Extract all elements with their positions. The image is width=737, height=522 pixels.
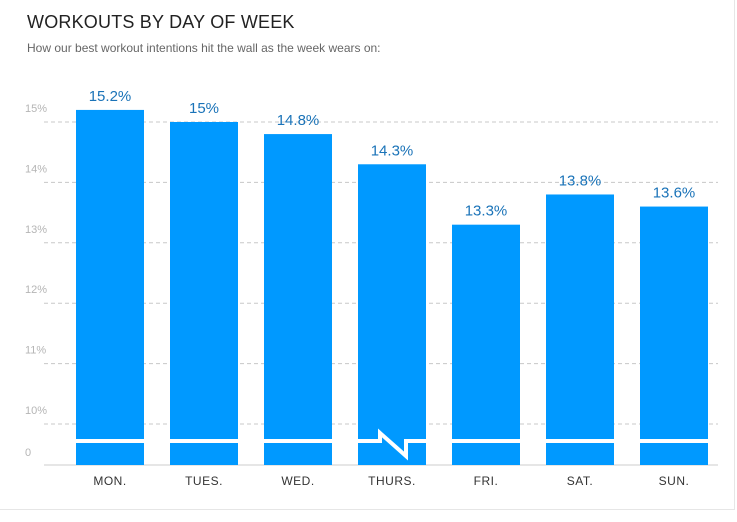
y-tick-label: 13% <box>25 224 47 236</box>
data-label: 15% <box>189 100 219 117</box>
x-tick-label: TUES. <box>185 474 223 488</box>
y-tick-label: 0 <box>25 447 31 459</box>
data-label: 15.2% <box>89 88 132 105</box>
bar <box>264 134 332 465</box>
data-label: 13.3% <box>465 203 508 220</box>
x-tick-label: MON. <box>93 474 126 488</box>
y-tick-label: 12% <box>25 284 47 296</box>
data-label: 13.6% <box>653 185 696 202</box>
data-label: 14.8% <box>277 112 320 129</box>
y-tick-label: 11% <box>25 345 46 357</box>
data-label: 13.8% <box>559 172 602 189</box>
data-label: 14.3% <box>371 142 414 159</box>
x-tick-label: WED. <box>281 474 314 488</box>
y-tick-label: 15% <box>25 103 47 115</box>
bar <box>76 109 144 466</box>
y-tick-label: 14% <box>25 163 47 175</box>
bar <box>358 164 426 465</box>
bar <box>170 122 238 465</box>
x-tick-label: SAT. <box>567 474 593 488</box>
chart-title: WORKOUTS BY DAY OF WEEK <box>27 12 295 32</box>
chart-subtitle: How our best workout intentions hit the … <box>27 41 381 55</box>
x-tick-label: FRI. <box>474 474 499 488</box>
x-tick-label: THURS. <box>368 474 416 488</box>
y-tick-label: 10% <box>25 405 47 417</box>
chart-frame <box>0 0 735 510</box>
axis-break-mark <box>357 428 427 461</box>
bar <box>546 194 614 466</box>
bar <box>640 206 708 465</box>
bar <box>452 224 520 465</box>
x-tick-label: SUN. <box>659 474 690 488</box>
